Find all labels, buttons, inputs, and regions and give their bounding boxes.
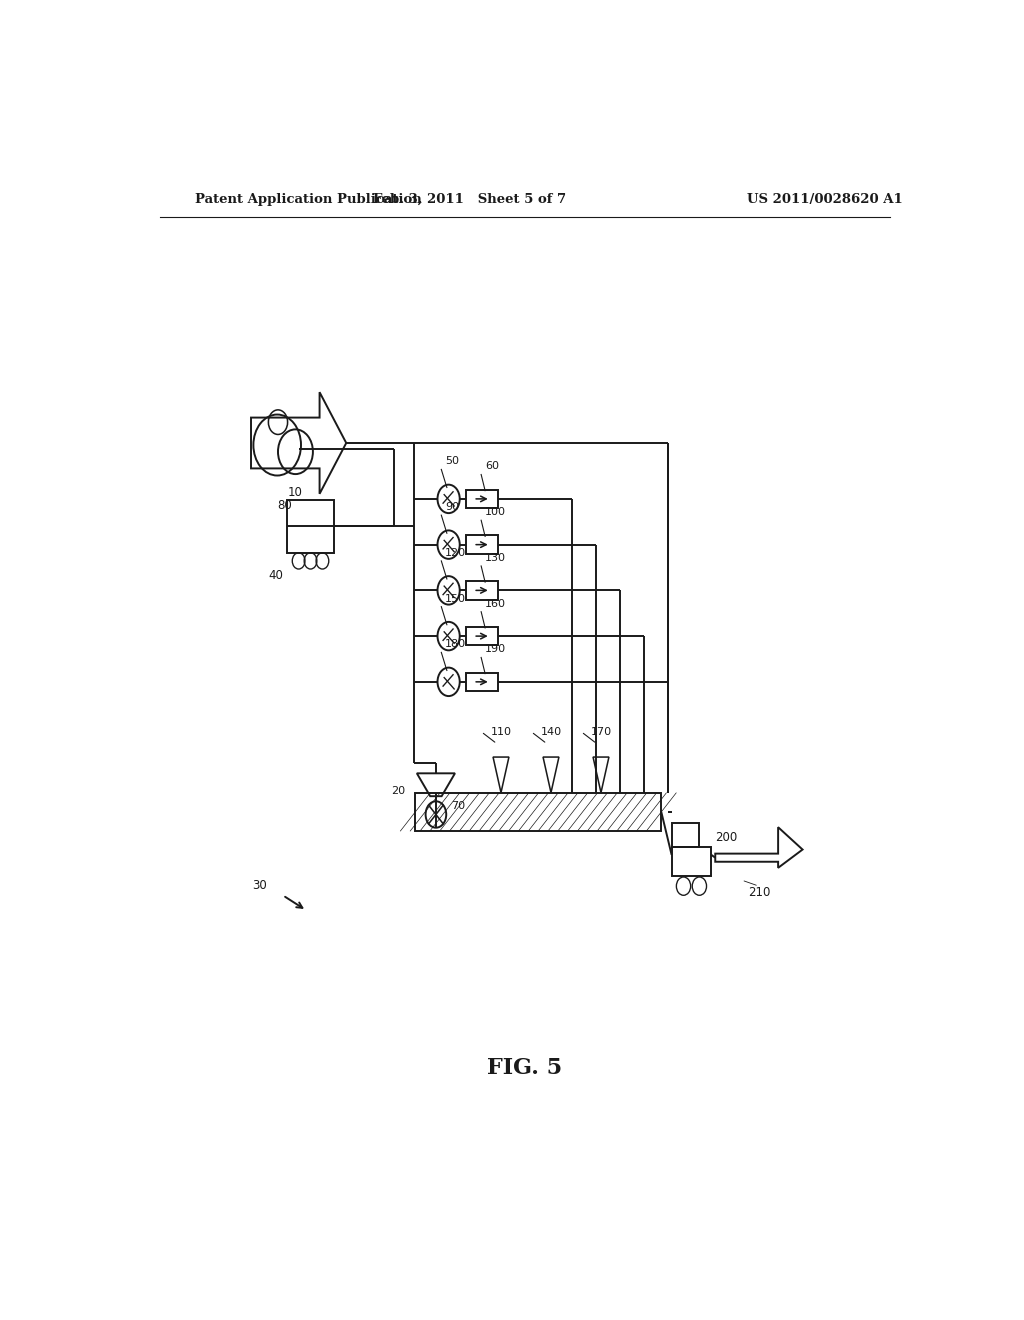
Bar xyxy=(416,792,662,832)
Text: 70: 70 xyxy=(452,801,466,812)
Text: Patent Application Publication: Patent Application Publication xyxy=(196,193,422,206)
Text: Feb. 3, 2011   Sheet 5 of 7: Feb. 3, 2011 Sheet 5 of 7 xyxy=(373,193,566,206)
Text: 190: 190 xyxy=(485,644,506,655)
Text: 40: 40 xyxy=(268,569,283,582)
Text: 50: 50 xyxy=(445,457,460,466)
Text: 60: 60 xyxy=(485,462,499,471)
Bar xyxy=(466,536,498,554)
Text: US 2011/0028620 A1: US 2011/0028620 A1 xyxy=(748,193,903,206)
Text: 100: 100 xyxy=(485,507,506,517)
Text: 30: 30 xyxy=(252,879,267,891)
Text: 110: 110 xyxy=(490,727,512,737)
Text: 80: 80 xyxy=(276,499,292,512)
Text: 90: 90 xyxy=(445,502,460,512)
Text: FIG. 5: FIG. 5 xyxy=(487,1057,562,1078)
Text: 160: 160 xyxy=(485,599,506,609)
Bar xyxy=(672,824,699,847)
Text: 200: 200 xyxy=(715,830,737,843)
Text: 140: 140 xyxy=(541,727,561,737)
Bar xyxy=(672,847,712,876)
Bar xyxy=(466,673,498,690)
Text: 180: 180 xyxy=(445,639,466,649)
Text: 150: 150 xyxy=(445,594,466,603)
Text: 210: 210 xyxy=(748,886,770,899)
Bar xyxy=(466,490,498,508)
Text: 170: 170 xyxy=(591,727,611,737)
Text: 120: 120 xyxy=(445,548,466,558)
Text: 20: 20 xyxy=(391,787,406,796)
Bar xyxy=(466,581,498,599)
Text: 130: 130 xyxy=(485,553,506,562)
Text: 10: 10 xyxy=(287,486,302,499)
Bar xyxy=(287,500,334,553)
Bar xyxy=(466,627,498,645)
